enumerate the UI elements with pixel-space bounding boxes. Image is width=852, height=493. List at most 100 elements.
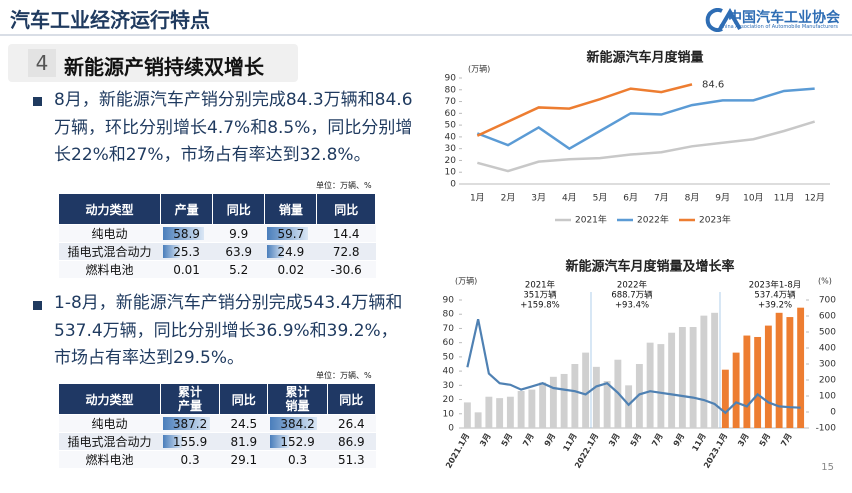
table-cell: 59.7 xyxy=(264,224,317,243)
cell-text: 152.9 xyxy=(280,434,315,449)
data-bar xyxy=(269,417,318,430)
data-label: 84.6 xyxy=(702,79,724,90)
bar xyxy=(592,366,600,428)
table-cell: 26.4 xyxy=(327,414,376,433)
cell-text: 0.01 xyxy=(173,262,200,277)
cell-text: 纯电动 xyxy=(91,417,128,431)
x-tick-label: 9月 xyxy=(672,432,687,448)
page-number: 15 xyxy=(821,462,834,473)
y-tick-label: 70 xyxy=(443,324,455,334)
y-tick-label: 0 xyxy=(448,424,454,434)
annotation: 688.7万辆 xyxy=(611,290,653,301)
bullet-text: 1-8月，新能源汽车产销分别完成543.4万辆和537.4万辆，同比分别增长36… xyxy=(54,293,403,368)
x-tick-label: 3月 xyxy=(478,432,493,448)
y2-tick-label: 200 xyxy=(819,376,836,386)
x-tick-label: 1月 xyxy=(470,193,485,204)
table-row: 纯电动 387.2 24.5 384.2 26.4 xyxy=(58,414,376,433)
bar xyxy=(775,312,783,428)
cell-text: 51.3 xyxy=(337,452,365,467)
x-tick-label: 5月 xyxy=(758,432,773,448)
x-tick-label: 10月 xyxy=(743,193,763,204)
bar xyxy=(711,312,719,428)
annotation: 2021年 xyxy=(525,280,556,291)
y2-tick-label: 600 xyxy=(819,312,836,322)
y-tick-label: 30 xyxy=(443,381,455,391)
y2-tick-label: 400 xyxy=(819,344,836,354)
line-series xyxy=(466,318,801,415)
x-tick-label: 4月 xyxy=(562,193,577,204)
data-bar xyxy=(162,417,210,430)
table-row: 纯电动 58.9 9.9 59.7 14.4 xyxy=(58,224,376,243)
table-cell: 插电式混合动力 xyxy=(58,242,161,261)
table-cell: 51.3 xyxy=(327,450,376,469)
section-box xyxy=(8,44,298,82)
table-cell: 0.02 xyxy=(264,260,317,279)
bar xyxy=(603,381,611,428)
header-text: 同比 xyxy=(231,392,256,407)
bar xyxy=(764,325,772,428)
x-tick-label: 11月 xyxy=(561,432,578,453)
table-cell: 24.9 xyxy=(264,242,317,261)
y2-tick-label: 700 xyxy=(819,296,836,306)
y-tick-label: 80 xyxy=(445,85,457,95)
unit-label: 单位：万辆、% xyxy=(316,371,372,380)
bar xyxy=(506,396,514,428)
y-tick-label: 0 xyxy=(450,180,456,190)
table-cell: 0.3 xyxy=(267,450,328,469)
header-cell: 累计销量 xyxy=(267,383,328,415)
header-cell: 同比 xyxy=(219,383,269,415)
bar xyxy=(549,376,557,428)
table-cell: 纯电动 xyxy=(58,224,161,243)
y-tick-label: 20 xyxy=(445,156,457,166)
annotation: 2022年 xyxy=(617,280,648,291)
cell-text: 59.7 xyxy=(277,226,305,241)
table-cell: 155.9 xyxy=(160,432,220,451)
y-tick-label: 80 xyxy=(443,310,455,320)
data-bar xyxy=(162,245,181,258)
data-bar xyxy=(266,227,309,240)
table-row: 燃料电池 0.3 29.1 0.3 51.3 xyxy=(58,450,376,469)
header-cell: 同比 xyxy=(316,193,376,225)
logo-text: 中国汽车工业协会 xyxy=(728,10,840,26)
cell-text: 24.9 xyxy=(277,244,305,259)
bullet-marker xyxy=(33,301,42,310)
table-cell: 14.4 xyxy=(316,224,376,243)
y2-tick-label: 0 xyxy=(830,408,836,418)
chart-title: 新能源汽车月度销量及增长率 xyxy=(565,259,734,275)
slide-title: 汽车工业经济运行特点 xyxy=(10,8,210,32)
table: 动力类型 产量 同比 销量 同比 纯电动 58.9 9.9 59.7 14.4 插电式混合动力 25.… xyxy=(58,193,376,279)
legend-label: 2023年 xyxy=(699,214,731,226)
x-tick-label: 3月 xyxy=(607,432,622,448)
bullet-marker xyxy=(33,97,42,106)
header-text: 动力类型 xyxy=(85,202,134,217)
annotation: +39.2% xyxy=(758,301,792,311)
table-cell: 插电式混合动力 xyxy=(58,432,161,451)
table-header-row: 动力类型 累计产量 同比 累计销量 同比 xyxy=(58,383,377,415)
bar xyxy=(721,369,729,428)
cell-text: 0.3 xyxy=(288,452,308,467)
table-cell: 86.9 xyxy=(327,432,376,451)
bar xyxy=(560,373,568,428)
data-bar xyxy=(269,435,289,448)
bar xyxy=(517,391,525,428)
y-tick-label: 70 xyxy=(445,97,457,107)
bar xyxy=(625,385,633,428)
x-tick-label: 2月 xyxy=(501,193,516,204)
cell-text: 86.9 xyxy=(337,434,365,449)
cell-text: 155.9 xyxy=(172,434,208,449)
logo-icon xyxy=(705,8,742,32)
table-cell: 燃料电池 xyxy=(58,260,161,279)
cell-text: 72.8 xyxy=(332,244,360,259)
bar xyxy=(678,327,686,428)
table-cell: 25.3 xyxy=(160,242,213,261)
table-cell: 72.8 xyxy=(316,242,376,261)
table-cell: 384.2 xyxy=(267,414,328,433)
bar xyxy=(571,364,579,428)
y2-tick-label: 500 xyxy=(819,328,836,338)
header-cell: 动力类型 xyxy=(58,193,161,225)
x-tick-label: 3月 xyxy=(531,193,546,204)
y-tick-label: 90 xyxy=(445,74,457,84)
header-text: 累计销量 xyxy=(285,385,310,413)
x-tick-label: 12月 xyxy=(804,193,824,204)
